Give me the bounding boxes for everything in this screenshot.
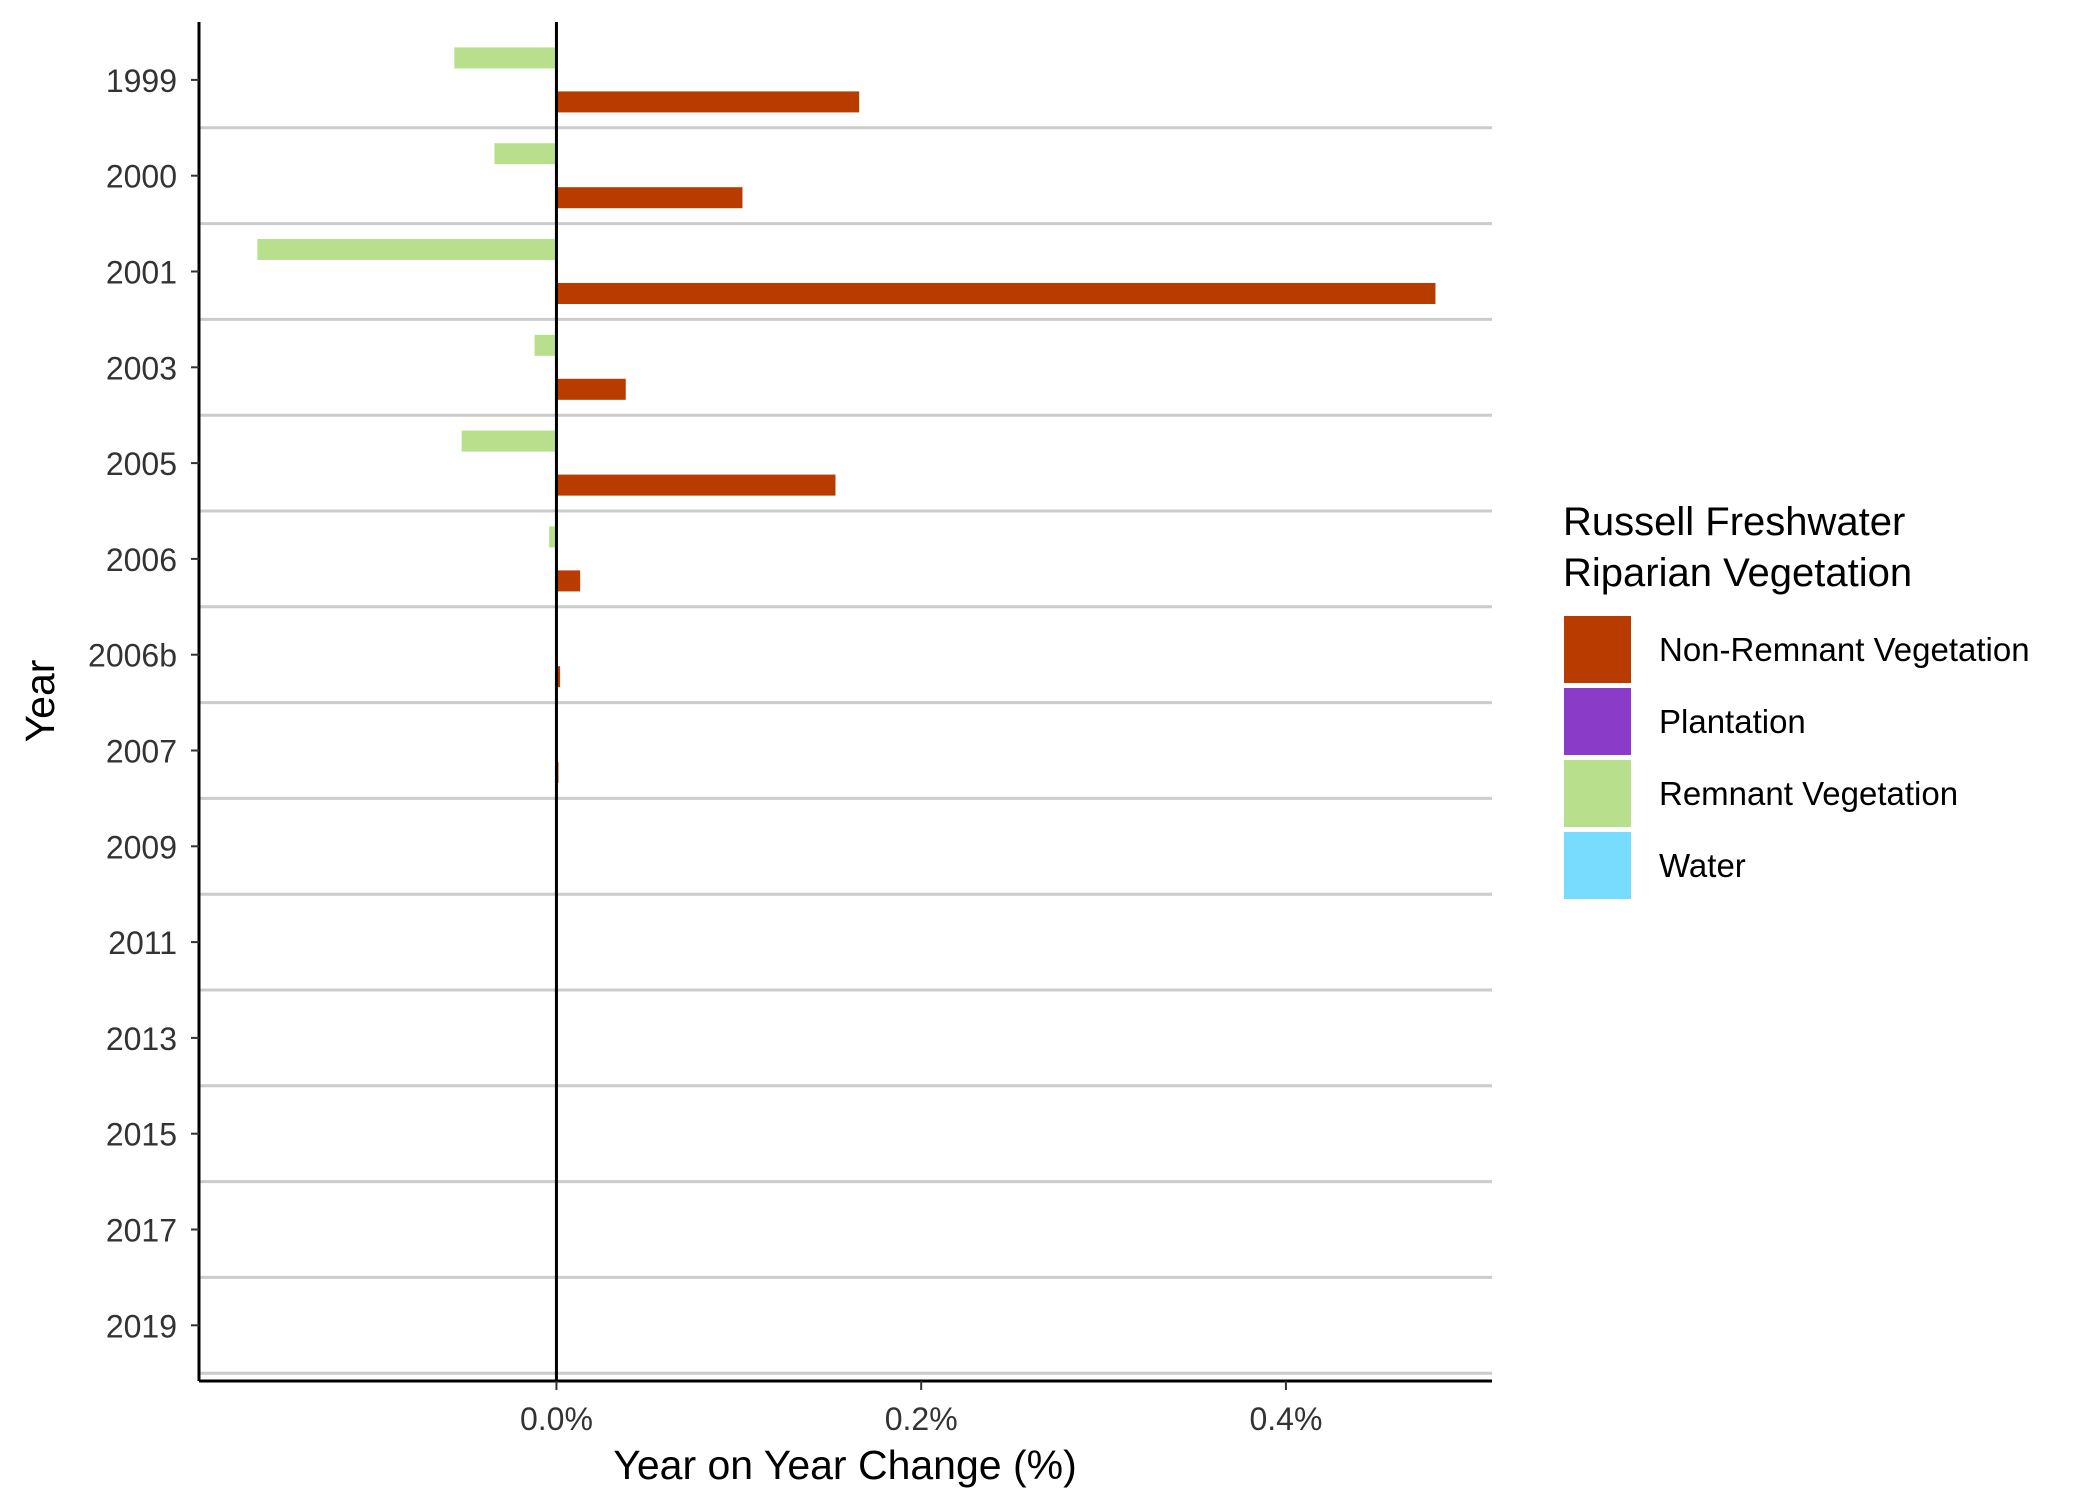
legend-key-remnant-vegetation xyxy=(1562,758,1633,829)
y-tick-label-2000: 2000 xyxy=(106,159,177,195)
legend-title-line-1: Russell Freshwater xyxy=(1563,500,1905,544)
x-tick-label-1: 0.2% xyxy=(885,1401,958,1437)
y-tick-label-2011: 2011 xyxy=(108,925,177,961)
bar-remnant-vegetation-2001 xyxy=(257,239,557,260)
legend-key-plantation xyxy=(1562,686,1633,757)
y-tick-label-2017: 2017 xyxy=(106,1213,177,1249)
bar-remnant-vegetation-2005 xyxy=(461,430,557,452)
legend: Russell Freshwater Riparian Vegetation N… xyxy=(1562,500,2030,901)
bars xyxy=(257,22,1436,1381)
legend-label-non-remnant-vegetation: Non-Remnant Vegetation xyxy=(1659,631,2030,668)
x-axis-title: Year on Year Change (%) xyxy=(613,1442,1077,1488)
bar-remnant-vegetation-2000 xyxy=(494,143,557,165)
bar-non-remnant-vegetation-2006b xyxy=(556,666,561,688)
y-tick-label-2009: 2009 xyxy=(106,829,177,865)
grid-lines xyxy=(199,126,1492,1375)
legend-label-water: Water xyxy=(1659,847,1746,884)
bar-non-remnant-vegetation-2001 xyxy=(556,283,1436,304)
bar-remnant-vegetation-2006 xyxy=(549,526,557,548)
bar-non-remnant-vegetation-2005 xyxy=(556,474,836,496)
y-tick-label-2013: 2013 xyxy=(106,1021,177,1057)
y-tick-label-2007: 2007 xyxy=(106,734,177,770)
axes xyxy=(197,22,1492,1383)
bar-non-remnant-vegetation-2003 xyxy=(556,378,626,400)
y-tick-label-2005: 2005 xyxy=(106,446,177,482)
y-tick-label-2003: 2003 xyxy=(106,350,177,386)
legend-key-non-remnant-vegetation xyxy=(1562,614,1633,685)
x-tick-label-0: 0.0% xyxy=(520,1401,593,1437)
bar-non-remnant-vegetation-2000 xyxy=(556,187,743,209)
legend-key-water xyxy=(1562,830,1633,901)
legend-label-plantation: Plantation xyxy=(1659,703,1806,740)
x-tick-label-2: 0.4% xyxy=(1249,1401,1322,1437)
bar-non-remnant-vegetation-1999 xyxy=(556,91,860,113)
y-tick-label-1999: 1999 xyxy=(106,63,177,99)
legend-label-remnant-vegetation: Remnant Vegetation xyxy=(1659,775,1958,812)
y-tick-label-2001: 2001 xyxy=(106,255,177,291)
y-axis-title: Year xyxy=(17,660,63,743)
y-tick-label-2015: 2015 xyxy=(106,1117,177,1153)
bar-remnant-vegetation-2003 xyxy=(534,334,557,356)
y-tick-label-2019: 2019 xyxy=(106,1308,177,1344)
y-tick-label-2006: 2006 xyxy=(106,542,177,578)
bar-remnant-vegetation-1999 xyxy=(454,47,557,69)
y-tick-label-2006b: 2006b xyxy=(88,638,177,674)
ticks: 1999 2000 2001 2003 2005 2006 2006b 2007 2009 201… xyxy=(88,63,1322,1437)
legend-title-line-2: Riparian Vegetation xyxy=(1563,551,1912,595)
bar-non-remnant-vegetation-2006 xyxy=(556,570,581,592)
